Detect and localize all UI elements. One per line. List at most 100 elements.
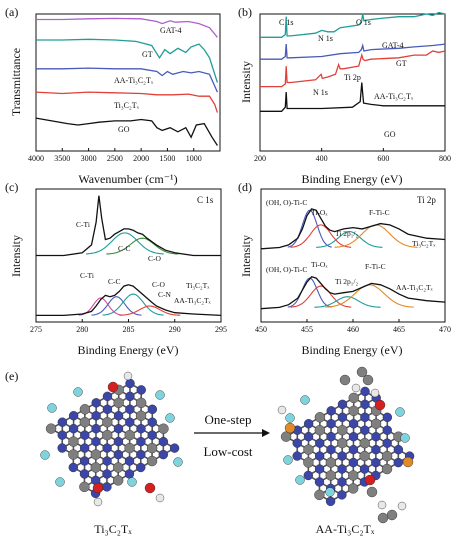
carbon-atom [135,410,147,421]
titanium-atom [360,412,370,422]
fluorine-atom [295,475,305,485]
carbon-atom [381,463,393,475]
titanium-atom [393,444,404,455]
titanium-atom [314,464,325,474]
titanium-atom [113,411,124,421]
titanium-atom [68,411,79,421]
series-line-3 [260,82,445,112]
x-tick-label: 600 [377,154,389,163]
b-n1s-mid-annotation: N 1s [313,88,328,97]
titanium-atom [91,423,101,434]
hydrogen-atom [93,497,103,507]
titanium-atom [147,404,158,415]
peak-label: C-C [108,277,121,286]
carbon-atom [90,449,102,460]
carbon-atom [146,442,158,454]
hydrogen-atom [123,371,133,381]
reaction-condition-bottom: Low-cost [203,444,252,459]
peak-label: C-C [118,244,131,253]
titanium-atom [371,457,381,468]
titanium-atom [360,386,370,397]
panel-b-label: (b) [238,5,252,19]
titanium-atom [102,469,112,479]
fit-peak-c-n-bottom [119,305,181,316]
series-label: GT [396,59,407,68]
carbon-atom [79,417,91,428]
fluorine-atom [300,395,310,405]
peak-label: (OH, O)-Ti-C [266,265,307,274]
panel-d-frame [260,188,446,323]
titanium-atom [147,417,157,427]
x-tick-label: 275 [30,325,42,334]
titanium-atom [136,449,146,460]
carbon-atom [68,449,79,460]
titanium-atom [337,464,347,474]
fluorine-atom [400,433,410,443]
titanium-atom [79,443,90,453]
panel-c-ylabel: Intensity [9,235,23,277]
titanium-atom [303,431,314,442]
panel-a-frame [35,13,221,152]
x-tick-label: 285 [123,325,135,334]
titanium-atom [102,391,113,402]
titanium-atom [326,419,336,429]
titanium-atom [102,456,112,466]
titanium-atom [326,431,336,442]
titanium-atom [348,419,359,429]
b-n1s-top-annotation: N 1s [318,34,333,43]
panel-d-label: (d) [238,180,252,194]
titanium-atom [136,436,146,447]
x-tick-label: 290 [169,325,181,334]
titanium-atom [147,430,157,440]
titanium-atom [169,443,180,453]
fit-peak-ohti-top [287,209,332,248]
carbon-atom [79,404,91,415]
series-line-3 [35,91,219,113]
titanium-atom [158,449,168,460]
fluorine-atom [173,457,183,467]
peak-label: C-Ti [76,220,90,229]
ti3c2tx-structure [40,371,183,507]
fluorine-atom [73,387,83,397]
x-tick-label: 1500 [159,154,175,163]
x-tick-label: 295 [215,325,227,334]
fit-peak-ti2p-top [316,231,383,248]
carbon-atom [113,462,124,473]
fit-peak-c-c-top [86,232,164,255]
x-tick-label: 800 [439,154,451,163]
titanium-atom [125,404,135,414]
titanium-atom [102,404,113,414]
peak-label: F-Ti-C [369,208,390,217]
series-line-1 [260,42,446,60]
series-label: Ti₃C₂Tₓ [114,101,140,110]
peak-label: Ti₃C₂Tₓ [186,281,210,290]
x-tick-label: 200 [254,154,266,163]
fluorine-atom [165,413,175,423]
x-tick-label: 460 [347,325,359,334]
x-tick-label: 1000 [186,154,202,163]
hydrogen-atom [277,405,287,415]
titanium-atom [158,436,169,447]
titanium-atom [91,411,101,421]
peak-label: AA-Ti₃C₂Tₓ [174,296,212,305]
series-label: GO [384,130,396,139]
titanium-atom [326,406,336,416]
carbon-atom [303,457,314,468]
titanium-atom [315,438,325,448]
carbon-atom [314,412,326,423]
titanium-atom [382,438,392,448]
oxygen-atom [107,381,119,393]
fit-peak-tiox-top [290,224,352,248]
carbon-atom [359,437,370,449]
panel-b-frame [259,13,446,152]
fluorine-atom [285,413,295,423]
panel-c-label: (c) [5,180,18,194]
titanium-atom [125,417,135,427]
panel-c-xlabel: Binding Energy (eV) [77,343,178,357]
titanium-atom [68,462,78,473]
panel-a-xlabel: Wavenumber (cm⁻¹) [78,172,177,186]
panel-b-series-labels: GAT-4 GT AA-Ti₃C₂Tₓ GO [374,41,414,139]
panel-a-label: (a) [5,5,18,19]
titanium-atom [371,444,381,455]
